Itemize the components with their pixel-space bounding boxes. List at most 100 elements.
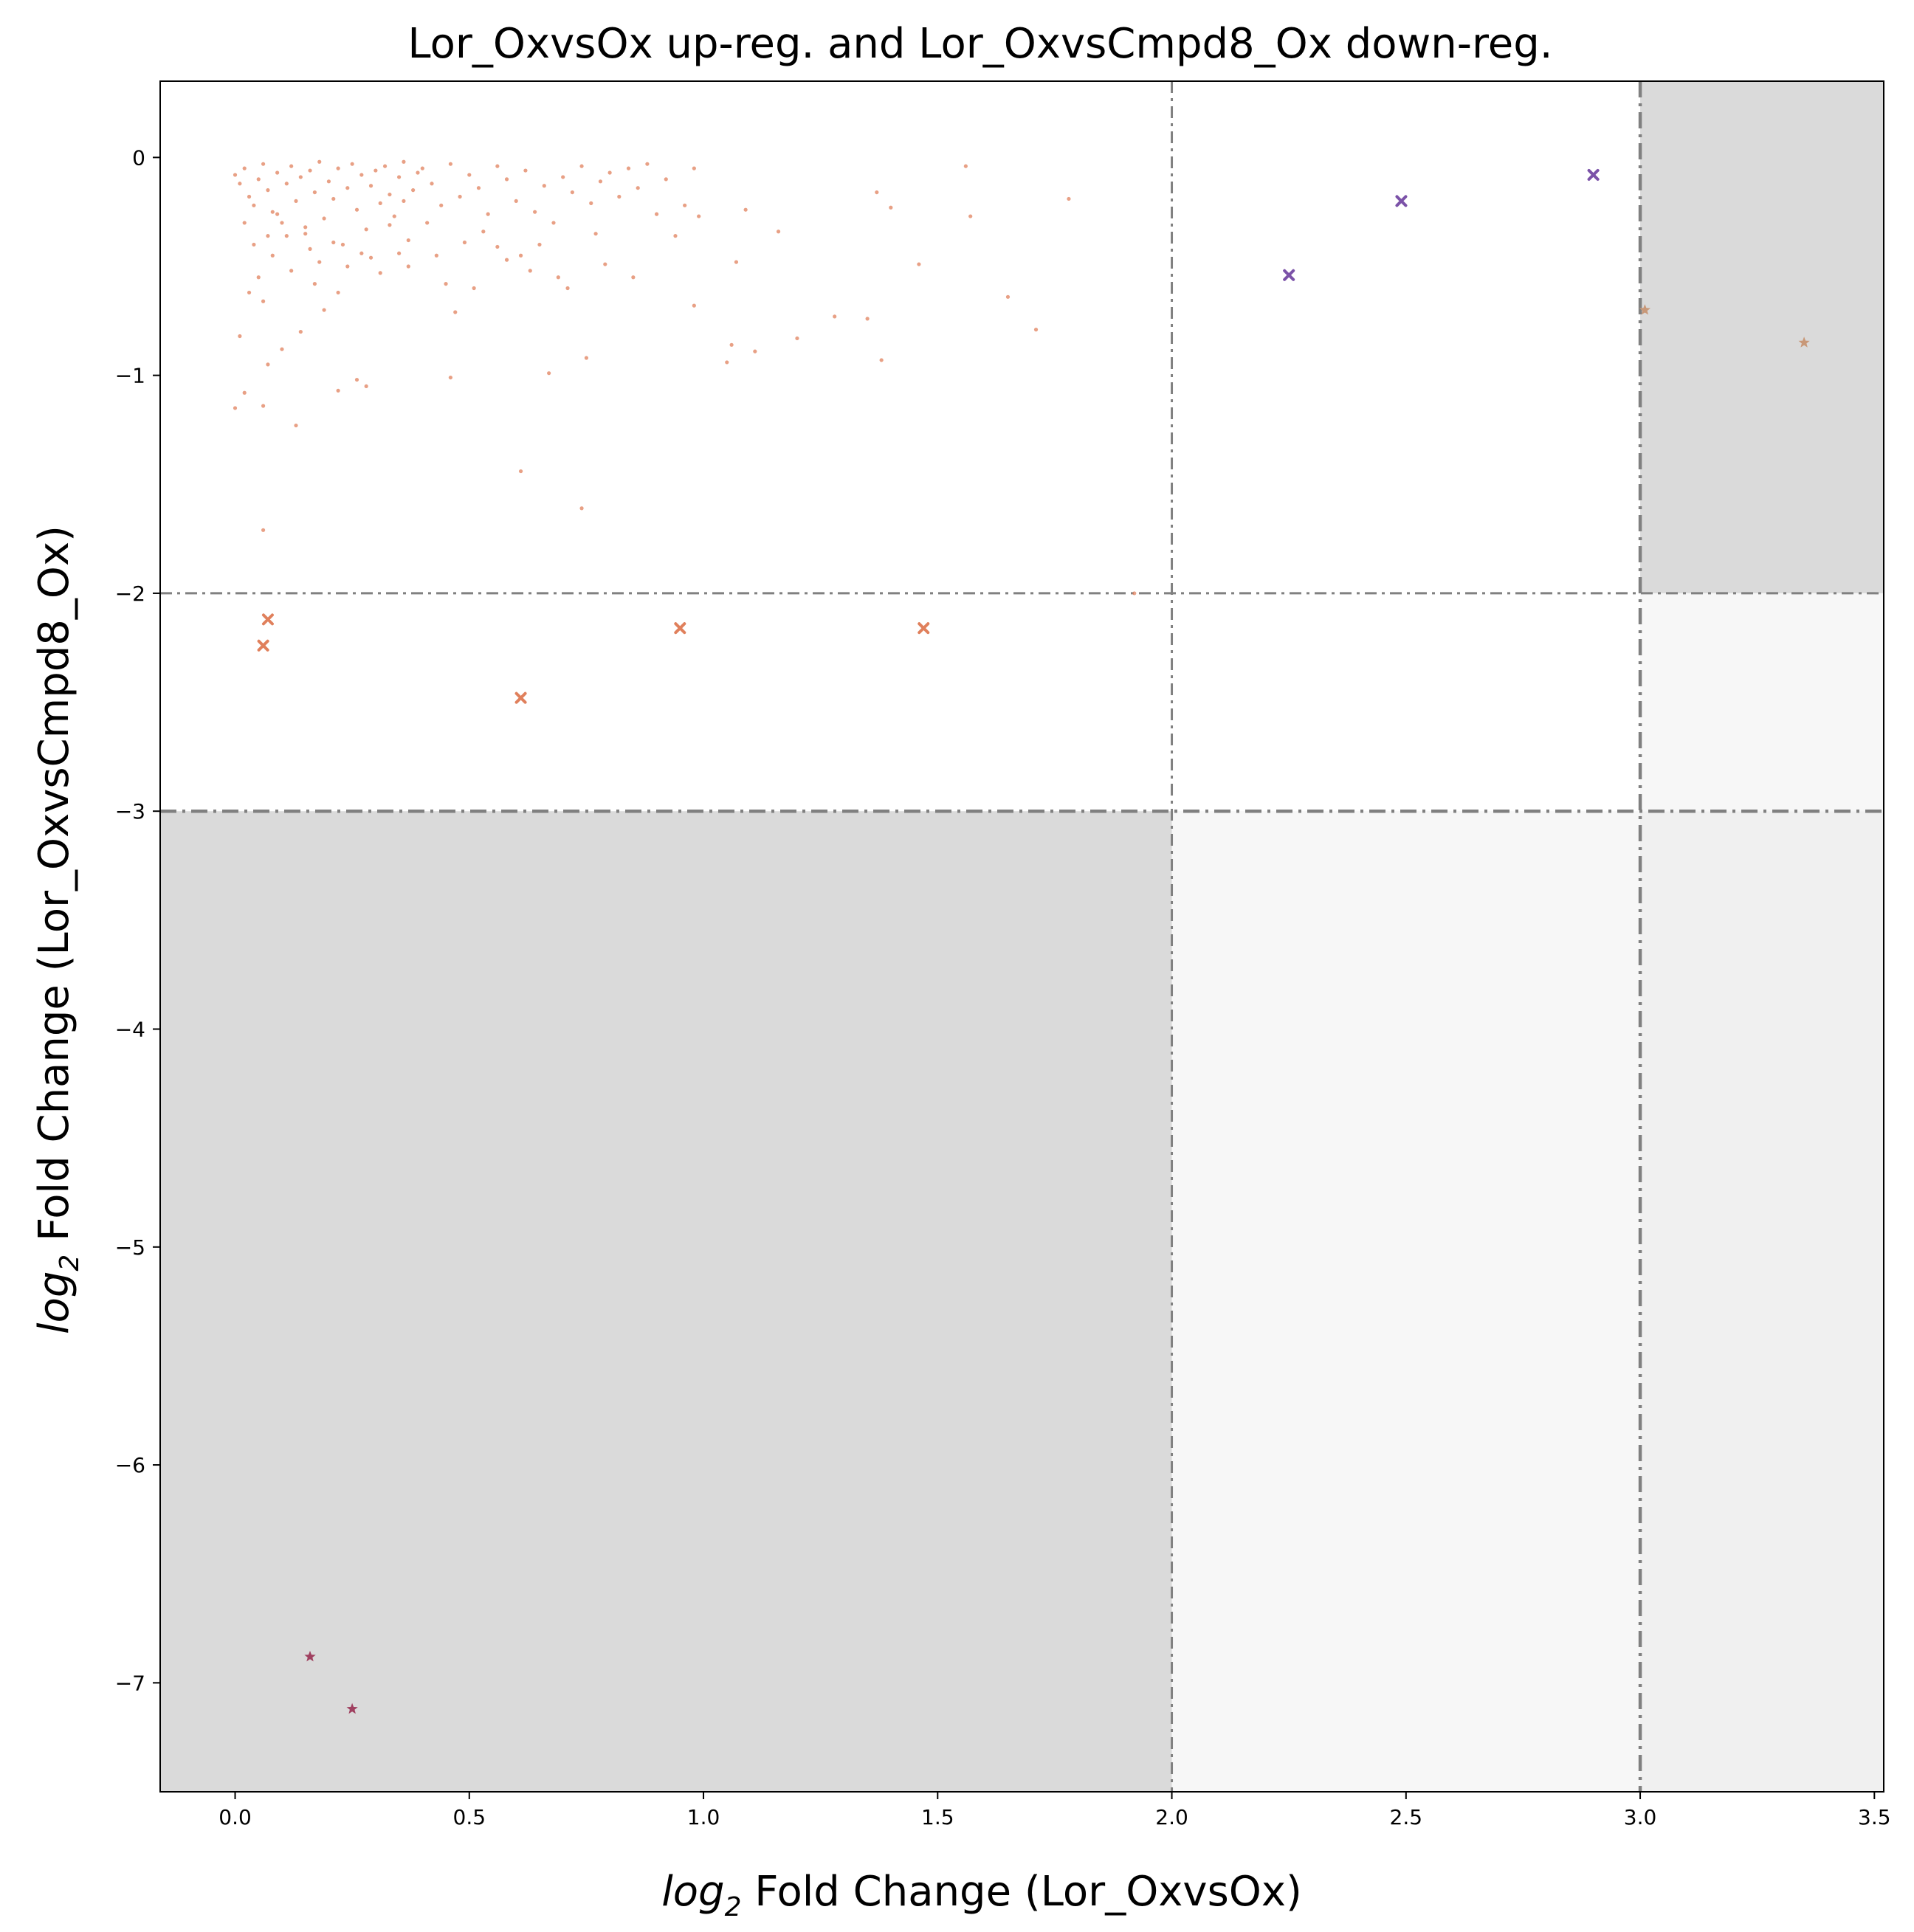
data-point (472, 286, 476, 291)
data-point (312, 282, 317, 286)
data-point (654, 212, 659, 216)
data-point (275, 212, 280, 216)
data-point (626, 166, 631, 170)
data-point (331, 196, 336, 201)
data-point-x (1395, 195, 1408, 207)
data-point (270, 210, 275, 214)
data-point (294, 423, 298, 428)
data-point (1132, 591, 1137, 596)
x-tick-label: 2.5 (1390, 1805, 1423, 1829)
data-point (528, 269, 532, 273)
data-point (247, 290, 252, 295)
data-point (317, 159, 322, 164)
data-point (261, 162, 266, 166)
data-point (495, 244, 500, 249)
data-point-x (261, 613, 274, 626)
y-tick-label: −1 (115, 364, 145, 388)
data-point (242, 166, 247, 170)
data-point (444, 282, 448, 286)
shaded-region (1640, 811, 1884, 1792)
data-points (233, 159, 1810, 1714)
x-axis-label-log: log (661, 1868, 724, 1916)
data-point (523, 168, 528, 173)
data-point (242, 390, 247, 395)
data-point (589, 201, 593, 205)
data-point (270, 253, 275, 258)
data-point (467, 173, 472, 177)
y-axis-label-log: log (30, 1272, 78, 1334)
data-point-star (346, 1702, 358, 1714)
data-point (402, 199, 406, 204)
data-point (252, 242, 256, 247)
data-point-x (1283, 269, 1295, 281)
data-point (238, 182, 242, 186)
data-point (350, 162, 354, 166)
data-point (617, 194, 622, 199)
data-point (645, 162, 650, 166)
data-point (664, 177, 668, 182)
data-point (364, 384, 368, 389)
data-point (233, 173, 238, 177)
data-point (579, 164, 584, 168)
data-point (345, 186, 350, 190)
shaded-region (1640, 593, 1884, 812)
data-point (289, 269, 294, 273)
data-point (776, 230, 781, 234)
data-point (448, 375, 452, 380)
data-point (242, 221, 247, 225)
data-point (725, 360, 729, 365)
data-point (261, 299, 266, 303)
data-point (1033, 328, 1039, 332)
data-point (266, 234, 270, 238)
data-point (345, 264, 350, 269)
data-point-star (1798, 337, 1810, 348)
data-point (397, 175, 402, 179)
data-point (406, 238, 410, 243)
data-point (382, 164, 388, 168)
data-point (607, 170, 612, 175)
data-point (289, 164, 294, 168)
y-axis-label-sub: 2 (55, 1255, 85, 1272)
data-point (518, 469, 523, 474)
data-point (308, 246, 312, 251)
data-point (879, 358, 884, 362)
data-point (247, 194, 252, 199)
data-point (481, 230, 486, 234)
data-point (495, 164, 500, 168)
data-point (275, 170, 280, 175)
data-point (336, 290, 340, 295)
data-point (425, 221, 430, 225)
data-point (430, 182, 434, 186)
data-point (551, 221, 556, 225)
data-point (486, 212, 490, 216)
data-point (631, 275, 636, 280)
y-tick-label: −7 (115, 1671, 145, 1695)
data-point (298, 175, 303, 179)
data-point (364, 227, 368, 232)
data-point (504, 258, 509, 262)
data-point (378, 201, 382, 205)
data-point (514, 199, 518, 204)
data-point (284, 182, 289, 186)
data-point (261, 404, 266, 408)
data-point (636, 186, 640, 190)
x-axis-ticks: 0.0 0.5 1.0 1.5 2.0 2.5 3.0 3.5 (218, 1792, 1891, 1829)
y-axis-label: log2 Fold Change (Lor_OxvsCmpd8_Ox) (30, 525, 85, 1334)
data-point (326, 179, 331, 184)
x-axis-label: log2 Fold Change (Lor_OxvsOx) (661, 1868, 1302, 1922)
data-point (303, 225, 308, 230)
data-point (729, 342, 734, 347)
data-point (889, 205, 893, 210)
chart-title: Lor_OxvsOx up-reg. and Lor_OxvsCmpd8_Ox … (407, 20, 1552, 68)
data-point (458, 194, 462, 199)
data-point (448, 162, 452, 166)
data-point-x (1587, 168, 1600, 181)
data-point (598, 179, 603, 184)
data-point (439, 203, 444, 207)
data-point (354, 207, 359, 212)
data-point (533, 210, 537, 214)
data-point (336, 388, 340, 393)
data-point (261, 528, 266, 532)
data-point (542, 184, 546, 188)
threshold-lines (160, 81, 1884, 1792)
